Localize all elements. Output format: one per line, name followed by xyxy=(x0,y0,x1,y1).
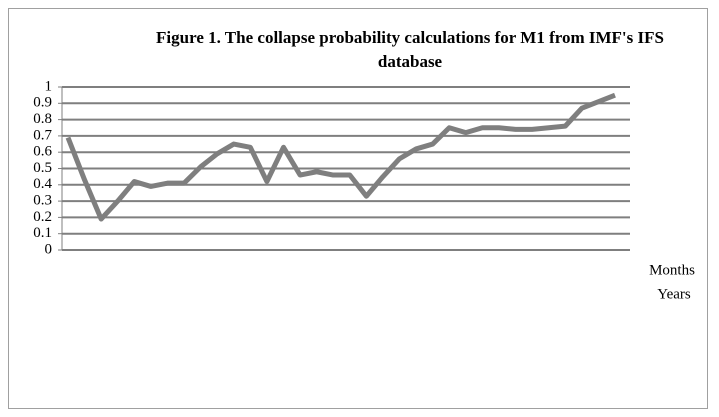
y-tick-label: 0.6 xyxy=(33,144,52,160)
y-tick-label: 0.1 xyxy=(33,225,52,241)
line-series xyxy=(65,92,616,222)
y-tick-label: 0.3 xyxy=(33,193,52,209)
y-tick-label: 0 xyxy=(45,241,53,257)
x-axis-label: Years xyxy=(657,286,691,302)
y-tick-label: 0.5 xyxy=(33,160,52,176)
chart-frame xyxy=(8,8,708,409)
chart-title: Figure 1. The collapse probability calcu… xyxy=(156,28,664,71)
y-tick-label: 0.4 xyxy=(33,176,52,192)
x-axis-label: Months xyxy=(649,262,695,278)
y-tick-label: 0.7 xyxy=(33,127,52,143)
y-tick-label: 0.9 xyxy=(33,95,52,111)
y-tick-label: 0.8 xyxy=(33,111,52,127)
y-tick-label: 0.2 xyxy=(33,209,52,225)
y-tick-label: 1 xyxy=(45,78,53,94)
